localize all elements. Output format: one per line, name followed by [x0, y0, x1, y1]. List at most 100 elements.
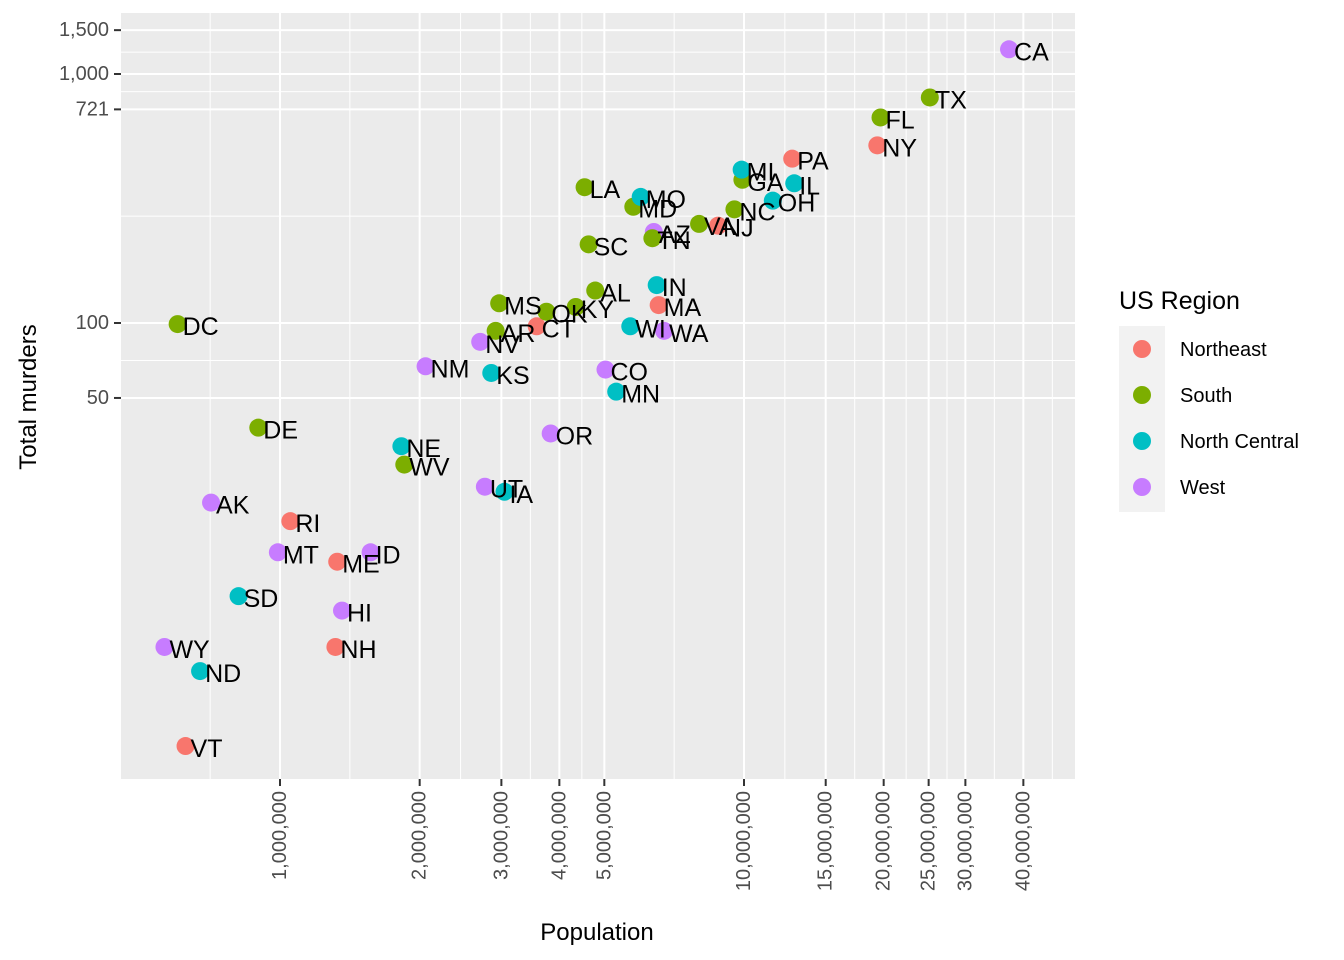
- data-point-ri: [281, 512, 300, 531]
- point-label-pa: PA: [797, 148, 829, 176]
- y-tick-label: 1,500: [59, 19, 109, 41]
- data-point-ma: [649, 296, 668, 315]
- data-point-ky: [566, 297, 585, 316]
- data-point-ca: [1000, 40, 1019, 59]
- data-point-hi: [333, 601, 352, 620]
- data-point-sc: [579, 235, 598, 254]
- data-point-nv: [471, 332, 490, 351]
- point-label-de: DE: [263, 417, 298, 445]
- data-point-pa: [783, 149, 802, 168]
- point-label-mi: MI: [747, 159, 775, 187]
- point-label-la: LA: [590, 176, 621, 204]
- data-point-dc: [168, 315, 187, 334]
- data-point-co: [596, 360, 615, 379]
- point-label-nc: NC: [739, 198, 775, 226]
- point-label-ca: CA: [1014, 38, 1049, 66]
- x-axis: 1,000,000 2,000,000 3,000,000 4,000,000 5,00…: [269, 779, 1034, 891]
- point-label-hi: HI: [347, 600, 372, 628]
- x-tick-label: 20,000,000: [873, 791, 895, 891]
- y-tick-label: 1,000: [59, 63, 109, 85]
- data-point-mi: [732, 160, 751, 179]
- x-tick-label: 10,000,000: [733, 791, 755, 891]
- data-point-va: [690, 214, 709, 233]
- point-label-ak: AK: [216, 492, 250, 520]
- data-point-wa: [655, 321, 674, 340]
- data-point-ne: [392, 437, 411, 456]
- point-label-ct: CT: [542, 315, 575, 343]
- point-label-ms: MS: [504, 292, 542, 320]
- data-point-wy: [155, 637, 174, 656]
- point-label-ma: MA: [664, 294, 702, 322]
- data-point-nh: [326, 637, 345, 656]
- y-axis-title: Total murders: [15, 324, 42, 469]
- x-tick-label: 15,000,000: [815, 791, 837, 891]
- plot-panel: [121, 13, 1075, 779]
- data-point-tx: [920, 88, 939, 107]
- data-point-fl: [871, 108, 890, 127]
- point-label-va: VA: [704, 213, 736, 241]
- data-point-ok: [537, 302, 556, 321]
- data-point-la: [575, 178, 594, 197]
- point-label-mo: MO: [646, 186, 686, 214]
- point-label-ri: RI: [295, 510, 320, 538]
- y-tick-label: 721: [76, 98, 109, 120]
- point-label-fl: FL: [886, 106, 915, 134]
- data-point-ny: [868, 136, 887, 155]
- point-label-az: AZ: [659, 221, 691, 249]
- x-tick-label: 30,000,000: [954, 791, 976, 891]
- point-label-ok: OK: [551, 301, 587, 329]
- legend-label-north-central: North Central: [1180, 431, 1299, 453]
- point-label-mn: MN: [621, 381, 660, 409]
- point-label-id: ID: [376, 541, 401, 569]
- point-label-ar: AR: [501, 320, 536, 348]
- y-axis: 50 100 721 1,000 1,500: [59, 19, 121, 409]
- data-point-sd: [229, 587, 248, 606]
- legend-key-north-central: [1133, 432, 1151, 450]
- data-point-ia: [495, 482, 514, 501]
- point-label-nj: NJ: [723, 215, 754, 243]
- data-point-nm: [416, 357, 435, 376]
- data-point-mo: [631, 187, 650, 206]
- data-point-de: [249, 418, 268, 437]
- x-axis-title: Population: [540, 919, 653, 946]
- data-point-vt: [176, 737, 195, 756]
- point-label-nv: NV: [485, 331, 520, 359]
- data-point-nd: [191, 662, 210, 681]
- legend-title: US Region: [1119, 287, 1240, 315]
- point-label-tx: TX: [935, 86, 967, 114]
- point-label-mt: MT: [283, 541, 319, 569]
- legend-key-south: [1133, 386, 1151, 404]
- data-point-nj: [709, 216, 728, 235]
- data-point-ms: [490, 294, 509, 313]
- x-tick-label: 3,000,000: [490, 791, 512, 880]
- point-label-co: CO: [610, 359, 648, 387]
- point-label-nd: ND: [205, 660, 241, 688]
- point-label-wa: WA: [669, 320, 709, 348]
- y-tick-label: 100: [76, 312, 109, 334]
- point-label-ne: NE: [406, 435, 441, 463]
- major-gridlines: [121, 13, 1075, 779]
- point-label-sc: SC: [594, 233, 629, 261]
- point-label-ky: KY: [581, 296, 615, 324]
- data-point-wv: [395, 455, 414, 474]
- data-point-ut: [475, 477, 494, 496]
- y-tick-label: 50: [87, 387, 109, 409]
- data-point-ct: [527, 317, 546, 336]
- point-label-tn: TN: [657, 227, 690, 255]
- x-tick-label: 2,000,000: [409, 791, 431, 880]
- x-tick-label: 40,000,000: [1012, 791, 1034, 891]
- data-point-nc: [725, 200, 744, 219]
- point-label-nh: NH: [340, 636, 376, 664]
- point-label-me: ME: [342, 551, 380, 579]
- legend-key-west: [1133, 478, 1151, 496]
- data-point-id: [361, 543, 380, 562]
- legend-label-south: South: [1180, 385, 1232, 407]
- x-tick-label: 1,000,000: [269, 791, 291, 880]
- point-label-nm: NM: [431, 355, 470, 383]
- data-point-ar: [486, 321, 505, 340]
- point-label-or: OR: [556, 422, 594, 450]
- data-point-mn: [607, 382, 626, 401]
- legend-key-northeast: [1133, 340, 1151, 358]
- point-label-in: IN: [662, 274, 687, 302]
